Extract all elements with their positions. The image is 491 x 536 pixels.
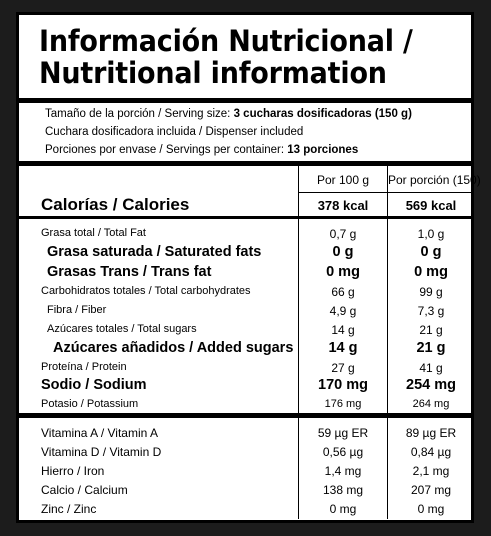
nutrient-label: Azúcares totales / Total sugars (47, 323, 197, 335)
nutrient-label: Grasa total / Total Fat (41, 227, 146, 239)
nutrient-per-serving: 7,3 g (417, 304, 445, 318)
nutrient-per-serving: 0 mg (414, 264, 448, 280)
column-divider-1 (298, 166, 299, 519)
servings-value: 13 porciones (287, 144, 359, 156)
header-line (298, 192, 471, 193)
nutrient-per100: 0 g (332, 244, 354, 260)
vitamin-label: Vitamina D / Vitamin D (41, 445, 162, 459)
title-spanish: Información Nutricional / (39, 24, 413, 58)
nutrient-per100: 4,9 g (329, 304, 357, 318)
nutrient-per100: 0,7 g (329, 227, 357, 241)
nutrient-per-serving: 1,0 g (417, 227, 445, 241)
nutrient-per100: 0 mg (326, 264, 360, 280)
nutrient-label: Proteína / Protein (41, 361, 127, 373)
nutrient-per100: 14 g (331, 323, 355, 337)
label-title: Información Nutricional / Nutritional in… (39, 25, 413, 89)
vitamin-per100: 0 mg (329, 502, 357, 516)
nutrient-per-serving: 99 g (419, 285, 443, 299)
dispenser-note: Cuchara dosificadora incluida / Dispense… (45, 126, 304, 138)
serving-size: Tamaño de la porción / Serving size: 3 c… (45, 108, 412, 120)
vitamin-per-serving: 0,84 µg (410, 445, 452, 459)
nutrient-per100: 66 g (331, 285, 355, 299)
vitamin-per100: 1,4 mg (324, 464, 362, 478)
nutrient-per100: 27 g (331, 361, 355, 375)
vitamin-per100: 138 mg (322, 483, 364, 497)
nutrient-label: Sodio / Sodium (41, 377, 147, 393)
calories-per100: 378 kcal (317, 198, 369, 213)
serving-size-label: Tamaño de la porción / Serving size: (45, 108, 234, 120)
nutrient-label: Potasio / Potassium (41, 398, 139, 410)
nutrient-label: Grasa saturada / Saturated fats (47, 244, 262, 260)
calories-divider (19, 216, 471, 219)
vitamin-per-serving: 2,1 mg (412, 464, 450, 478)
vitamin-label: Hierro / Iron (41, 464, 105, 478)
nutrition-label: Información Nutricional / Nutritional in… (16, 12, 481, 523)
nutrient-per-serving: 21 g (419, 323, 443, 337)
nutrient-per-serving: 264 mg (412, 398, 450, 410)
serving-size-value: 3 cucharas dosificadoras (150 g) (233, 108, 412, 120)
vitamin-per-serving: 0 mg (417, 502, 445, 516)
nutrient-per-serving: 41 g (419, 361, 443, 375)
vitamin-per100: 59 µg ER (317, 426, 369, 440)
calories-per-serving: 569 kcal (405, 198, 457, 213)
vitamin-per100: 0,56 µg (322, 445, 364, 459)
nutrient-per100: 176 mg (324, 398, 362, 410)
nutrient-per-serving: 21 g (416, 340, 446, 356)
thick-divider-2 (19, 161, 471, 166)
column-header-per-serving: Por porción (150) (388, 173, 481, 187)
column-divider-2 (387, 166, 388, 519)
nutrient-per100: 14 g (328, 340, 358, 356)
vitamin-per-serving: 207 mg (410, 483, 452, 497)
nutrient-per-serving: 254 mg (406, 377, 456, 393)
nutrient-label: Azúcares añadidos / Added sugars (53, 340, 294, 356)
vitamin-label: Vitamina A / Vitamin A (41, 426, 158, 440)
servings-per-container: Porciones por envase / Servings per cont… (45, 144, 358, 156)
servings-label: Porciones por envase / Servings per cont… (45, 144, 288, 156)
calories-label: Calorías / Calories (41, 195, 190, 214)
column-header-per100: Por 100 g (316, 173, 370, 187)
thick-divider (19, 98, 471, 103)
vitamin-label: Calcio / Calcium (41, 483, 128, 497)
vitamins-divider (19, 413, 471, 418)
nutrient-label: Carbohidratos totales / Total carbohydra… (41, 285, 251, 297)
vitamin-per-serving: 89 µg ER (405, 426, 457, 440)
nutrient-per-serving: 0 g (420, 244, 442, 260)
nutrient-label: Grasas Trans / Trans fat (47, 264, 212, 280)
nutrient-per100: 170 mg (318, 377, 368, 393)
nutrient-label: Fibra / Fiber (47, 304, 107, 316)
title-english: Nutritional information (39, 56, 387, 90)
vitamin-label: Zinc / Zinc (41, 502, 97, 516)
